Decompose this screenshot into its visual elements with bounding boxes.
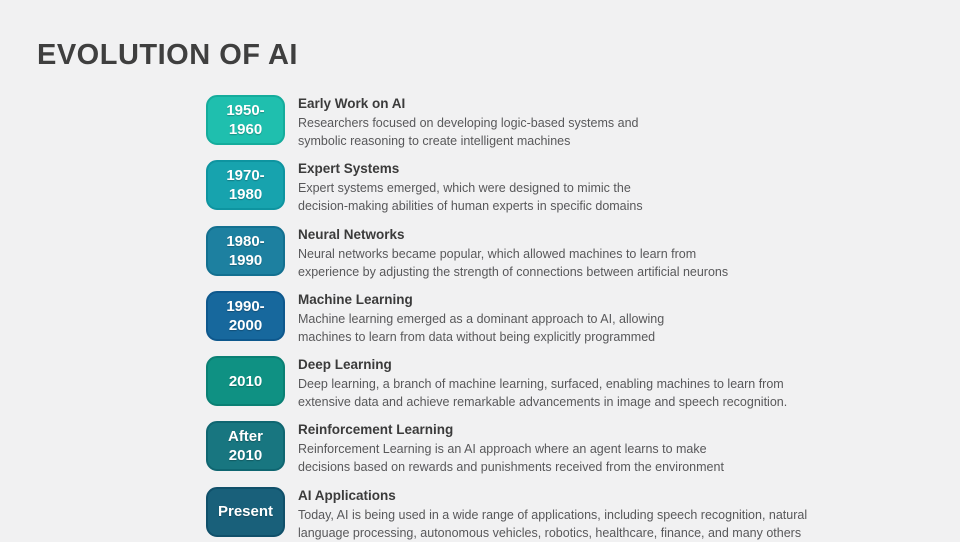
timeline-item-title: AI Applications [298,487,396,503]
timeline-item-title: Neural Networks [298,226,405,242]
timeline-item-description: Expert systems emerged, which were desig… [298,181,643,214]
timeline-row-content: Deep Learning Deep learning, a branch of… [298,356,960,411]
timeline-row: 1950- 1960 Early Work on AI Researchers … [206,95,960,150]
timeline-badge: Present [206,486,285,537]
page-title: EVOLUTION OF AI [37,39,298,72]
timeline-item-title: Machine Learning [298,291,413,307]
timeline-badge: 1990- 2000 [206,290,285,341]
timeline-row: After 2010 Reinforcement Learning Reinfo… [206,421,960,476]
timeline-row-content: Neural Networks Neural networks became p… [298,226,960,281]
timeline-item-title: Reinforcement Learning [298,422,454,438]
timeline-item-description: Deep learning, a branch of machine learn… [298,377,788,410]
timeline-item-description: Machine learning emerged as a dominant a… [298,311,665,344]
timeline-badge: 1950- 1960 [206,95,285,145]
timeline-row-content: Machine Learning Machine learning emerge… [298,291,960,346]
timeline-item-title: Early Work on AI [298,96,406,111]
timeline-item-title: Deep Learning [298,357,392,373]
timeline-row-content: Expert Systems Expert systems emerged, w… [298,160,960,215]
timeline-row: 1970- 1980 Expert Systems Expert systems… [206,160,960,215]
timeline-row: Present AI Applications Today, AI is bei… [206,486,960,542]
timeline-row: 1990- 2000 Machine Learning Machine lear… [206,290,960,346]
timeline-row-content: Reinforcement Learning Reinforcement Lea… [298,421,960,476]
timeline-item-title: Expert Systems [298,161,400,177]
timeline-item-description: Researchers focused on developing logic-… [298,116,639,148]
timeline-badge: After 2010 [206,421,285,472]
timeline-badge: 1980- 1990 [206,225,285,276]
timeline-item-description: Reinforcement Learning is an AI approach… [298,442,724,475]
timeline-row: 1980- 1990 Neural Networks Neural networ… [206,225,960,281]
timeline-badge: 2010 [206,356,285,407]
timeline-item-description: Neural networks became popular, which al… [298,246,729,279]
timeline-row: 2010 Deep Learning Deep learning, a bran… [206,356,960,411]
timeline-row-content: Early Work on AI Researchers focused on … [298,95,960,150]
timeline: 1950- 1960 Early Work on AI Researchers … [206,95,960,542]
timeline-badge: 1970- 1980 [206,160,285,211]
timeline-item-description: Today, AI is being used in a wide range … [298,507,808,540]
timeline-row-content: AI Applications Today, AI is being used … [298,487,960,542]
